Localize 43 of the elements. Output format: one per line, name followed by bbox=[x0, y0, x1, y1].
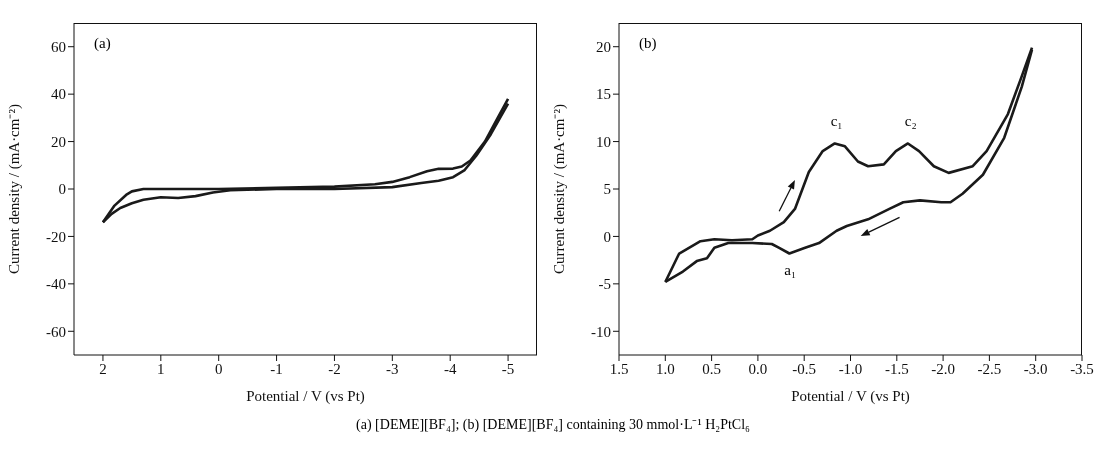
y-tick-label: 10 bbox=[596, 133, 611, 150]
x-tick-label: 0.0 bbox=[748, 360, 768, 377]
y-tick-label: 40 bbox=[51, 86, 66, 103]
y-tick-label: -10 bbox=[591, 323, 611, 340]
annotation: c₂ bbox=[903, 113, 918, 131]
x-tick-label: -5 bbox=[501, 360, 515, 377]
text: (b) bbox=[639, 35, 657, 52]
x-tick-label: -4 bbox=[443, 360, 457, 377]
x-tick-label: 2 bbox=[99, 360, 107, 377]
y-tick-label: 0 bbox=[603, 228, 611, 245]
x-tick-label: -0.5 bbox=[792, 360, 817, 377]
y-tick-label: 60 bbox=[51, 39, 66, 56]
x-tick-label: 0 bbox=[214, 360, 223, 377]
y-tick-label: -40 bbox=[46, 276, 66, 293]
x-tick-label: -1.0 bbox=[838, 360, 863, 377]
y-tick-label: -5 bbox=[598, 276, 611, 293]
x-tick-label: -1 bbox=[270, 360, 283, 377]
y-tick-label: 20 bbox=[51, 133, 66, 150]
text: (a) [DEME][BF₄]; (b) [DEME][BF₄] containing 30 mmol·L⁻¹ H₂PtCl₆ bbox=[355, 416, 751, 433]
text: (a) bbox=[94, 35, 111, 52]
x-tick-label: 1 bbox=[157, 360, 165, 377]
x-tick-label: 0.5 bbox=[702, 360, 721, 377]
y-tick-label: 20 bbox=[596, 39, 611, 56]
x-axis-title: Potential / V (vs Pt) bbox=[791, 388, 910, 405]
x-axis-title: Potential / V (vs Pt) bbox=[246, 388, 365, 405]
annotation: a₁ bbox=[783, 261, 798, 279]
x-tick-label: -2.0 bbox=[931, 360, 955, 377]
y-axis-title: Current density / (mA·cm⁻²) bbox=[6, 104, 24, 274]
y-tick-label: 5 bbox=[603, 181, 611, 198]
x-tick-label: 1.0 bbox=[655, 360, 675, 377]
x-tick-label: -2 bbox=[328, 360, 341, 377]
x-tick-label: -3.0 bbox=[1023, 360, 1048, 377]
y-tick-label: 0 bbox=[58, 181, 66, 198]
x-tick-label: 1.5 bbox=[609, 360, 629, 377]
annotation: c₁ bbox=[829, 113, 844, 131]
x-tick-label: -3 bbox=[386, 360, 399, 377]
y-tick-label: -60 bbox=[46, 323, 66, 340]
x-tick-label: -3.5 bbox=[1070, 360, 1094, 377]
y-axis-title: Current density / (mA·cm⁻²) bbox=[551, 104, 569, 274]
x-tick-label: -1.5 bbox=[884, 360, 909, 377]
y-tick-label: 15 bbox=[596, 86, 611, 103]
x-tick-label: -2.5 bbox=[977, 360, 1002, 377]
y-tick-label: -20 bbox=[46, 228, 66, 245]
